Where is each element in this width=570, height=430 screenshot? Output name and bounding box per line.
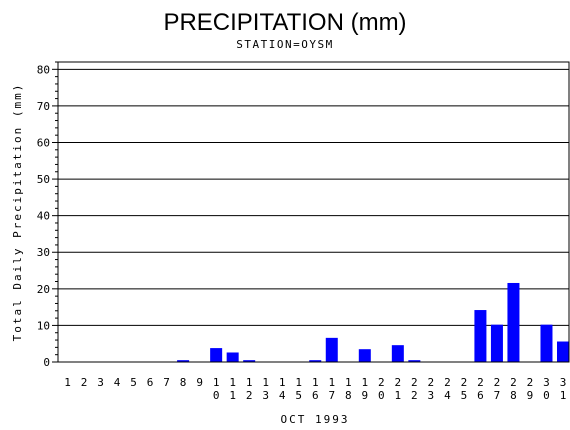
y-tick-label: 40 <box>37 210 50 223</box>
y-tick-label: 60 <box>37 136 50 149</box>
bar <box>325 337 338 362</box>
bar <box>507 282 520 362</box>
y-tick-label: 80 <box>37 63 50 76</box>
x-tick-label: 7 <box>163 376 170 389</box>
x-tick-label: 4 <box>114 376 121 389</box>
x-tick-label: 1 <box>64 376 71 389</box>
bar <box>177 360 190 362</box>
bar <box>557 341 569 362</box>
bar <box>490 324 503 362</box>
y-tick-label: 10 <box>37 319 50 332</box>
y-tick-label: 20 <box>37 283 50 296</box>
plot-frame <box>57 61 570 363</box>
chart-title: PRECIPITATION (mm) <box>163 9 406 36</box>
bar <box>540 324 553 362</box>
gridlines <box>58 68 569 326</box>
x-axis-label: OCT 1993 <box>281 413 350 426</box>
bar <box>474 310 487 362</box>
x-axis: 1 2 3 4 5 6 7 8 9 1 01 11 21 31 41 51 61 71 81 92 02 12 22 32 42… <box>64 376 566 402</box>
bar <box>243 360 256 362</box>
bar <box>210 348 223 362</box>
chart-subtitle: STATION=OYSM <box>236 38 333 51</box>
x-tick-label: 3 <box>97 376 104 389</box>
y-tick-label: 50 <box>37 173 50 186</box>
bar <box>358 349 371 362</box>
y-tick-label: 30 <box>37 246 50 259</box>
bar <box>309 360 322 362</box>
x-tick-label: 5 <box>130 376 137 389</box>
x-tick-label: 9 <box>196 376 203 389</box>
y-tick-label: 0 <box>43 356 50 369</box>
bar <box>408 360 421 362</box>
y-tick-label: 70 <box>37 100 50 113</box>
x-tick-label: 6 <box>147 376 154 389</box>
bars <box>177 282 569 362</box>
x-tick-label: 8 <box>180 376 187 389</box>
y-axis-label: Total Daily Precipitation (mm) <box>11 83 24 342</box>
bar <box>391 345 404 362</box>
bar <box>226 352 239 362</box>
x-tick-label: 2 <box>81 376 88 389</box>
y-axis: 0 10 20 30 40 50 60 70 80 <box>37 61 58 369</box>
